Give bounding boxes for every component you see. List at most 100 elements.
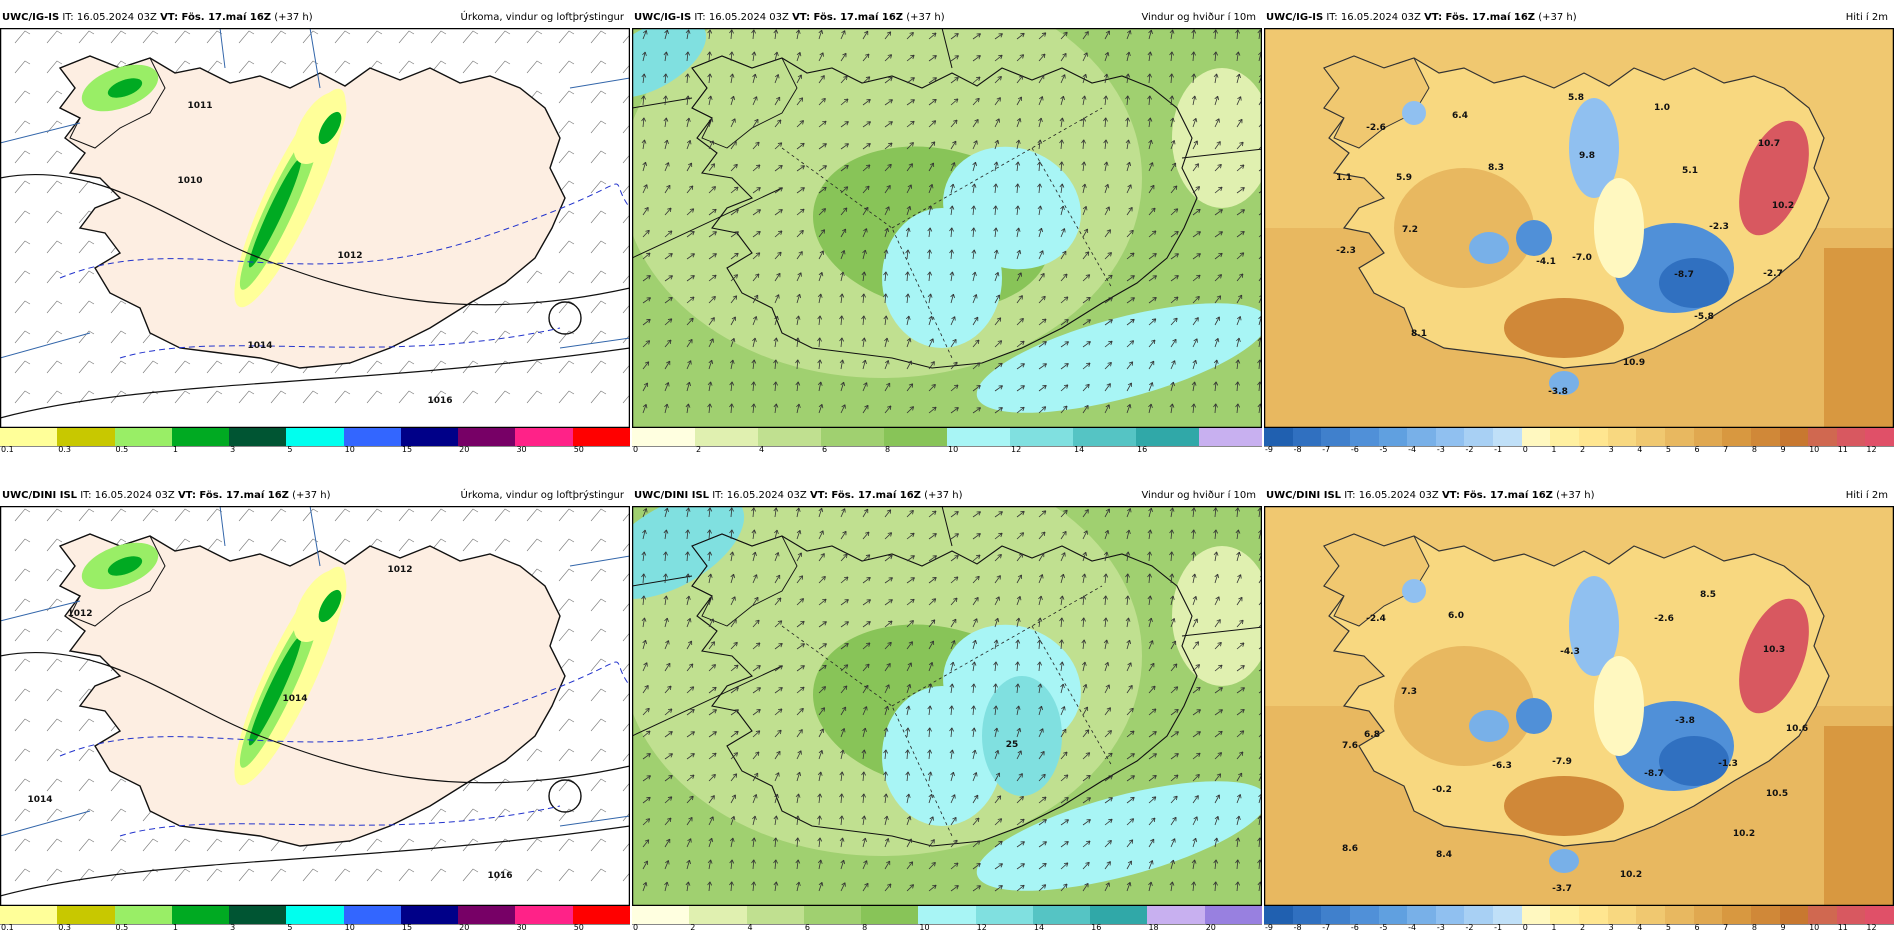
wind-arrow	[1082, 52, 1088, 62]
wind-arrow	[1192, 686, 1201, 694]
wind-barb	[526, 390, 543, 404]
wind-arrow	[906, 99, 915, 106]
wind-arrow	[1104, 882, 1110, 892]
wind-arrow	[752, 642, 761, 650]
wind-arrow	[927, 749, 933, 760]
wind-arrow	[1214, 337, 1220, 348]
wind-barb	[270, 538, 287, 552]
wind-arrow	[862, 837, 867, 848]
wind-arrow	[840, 228, 847, 238]
wind-arrow	[774, 209, 783, 216]
wind-arrow	[1104, 51, 1110, 62]
lead-time: (+37 h)	[274, 12, 313, 23]
wind-arrow	[730, 619, 737, 628]
wind-arrow	[861, 793, 866, 804]
wind-arrow	[707, 29, 713, 40]
wind-barb	[14, 360, 31, 374]
value-label: -4.3	[1560, 647, 1580, 657]
wind-arrow	[1169, 403, 1175, 414]
wind-arrow	[1126, 707, 1134, 716]
wind-arrow	[1082, 819, 1091, 826]
wind-arrow	[1147, 529, 1153, 540]
wind-barb	[46, 300, 63, 314]
wind-arrow	[840, 207, 848, 216]
wind-arrow	[708, 686, 717, 694]
wind-arrow	[1235, 507, 1240, 518]
wind-arrow	[1038, 510, 1047, 518]
wind-arrow	[1060, 797, 1069, 804]
wind-arrow	[1214, 274, 1223, 282]
wind-arrow	[1016, 818, 1025, 826]
panel-title: UWC/IG-IS IT: 16.05.2024 03Z VT: Fös. 17…	[632, 8, 1262, 28]
value-label: 10.2	[1733, 829, 1755, 839]
wind-arrow	[884, 554, 893, 562]
wind-arrow	[773, 815, 779, 826]
colorbar-segment	[1321, 906, 1350, 924]
colorbar-segment	[1264, 906, 1293, 924]
wind-arrow	[685, 551, 690, 562]
wind-barb	[142, 508, 159, 522]
wind-arrow	[774, 729, 782, 738]
iceland-outline	[691, 55, 1198, 369]
wind-arrow	[1082, 206, 1088, 216]
colorbar-segment	[1550, 428, 1580, 446]
wind-arrow	[642, 508, 648, 518]
colorbar-segment	[1010, 428, 1073, 446]
colorbar-tick: 4	[759, 445, 765, 454]
wind-arrow	[729, 507, 734, 518]
wind-arrow	[1235, 403, 1241, 414]
wind-arrow	[1236, 273, 1244, 282]
wind-arrow	[884, 599, 893, 606]
wind-barb	[46, 688, 63, 702]
colorbar-segment	[1550, 906, 1580, 924]
colorbar-tick: 5	[1665, 445, 1671, 454]
wind-arrow	[641, 551, 647, 562]
wind-area	[976, 303, 1262, 413]
wind-arrow	[993, 249, 999, 260]
wind-arrow	[795, 507, 801, 518]
wind-arrow	[796, 665, 805, 672]
wind-arrow	[664, 662, 671, 672]
wind-arrow	[730, 141, 737, 150]
wind-arrow	[928, 361, 935, 370]
wind-arrow	[1037, 683, 1043, 694]
wind-barb	[334, 60, 351, 74]
colorbar-tick: 18	[1148, 923, 1159, 932]
colorbar-tick: -5	[1379, 445, 1388, 454]
wind-arrow	[1192, 618, 1198, 628]
wind-arrow	[642, 275, 651, 282]
wind-arrow	[707, 859, 713, 870]
wind-arrow	[729, 529, 735, 540]
wind-arrow	[642, 361, 650, 370]
wind-arrow	[994, 885, 1003, 892]
wind-barb	[430, 360, 447, 374]
wind-arrow	[1170, 595, 1175, 606]
wind-arrow	[1060, 706, 1066, 716]
wind-barb	[398, 868, 415, 882]
wind-arrow	[1258, 143, 1262, 150]
wind-arrow	[1126, 404, 1132, 414]
wind-arrow	[1236, 252, 1245, 260]
wind-arrow	[1147, 51, 1153, 62]
wind-arrow	[1126, 340, 1135, 348]
map-frame	[0, 28, 630, 428]
wind-arrow	[1169, 573, 1175, 584]
wind-arrow	[1060, 728, 1067, 738]
wind-arrow	[884, 121, 893, 128]
wind-arrow	[906, 32, 914, 40]
wind-arrow	[994, 840, 1003, 848]
wind-arrow	[1082, 861, 1090, 870]
wind-arrow	[1170, 618, 1176, 628]
colorbar-tick: -7	[1322, 445, 1331, 454]
panel-title: UWC/DINI ISL IT: 16.05.2024 03Z VT: Fös.…	[0, 486, 630, 506]
wind-arrow	[1016, 54, 1025, 62]
colorbar-tick: 9	[1780, 923, 1786, 932]
wind-arrow	[663, 95, 668, 106]
wind-arrow	[685, 573, 691, 584]
wind-arrow	[839, 793, 844, 804]
wind-barb	[430, 330, 447, 344]
init-time: IT: 16.05.2024 03Z	[694, 12, 789, 23]
colorbar-segment	[1750, 906, 1780, 924]
wind-arrow	[884, 705, 890, 716]
wind-arrow	[1038, 705, 1043, 716]
